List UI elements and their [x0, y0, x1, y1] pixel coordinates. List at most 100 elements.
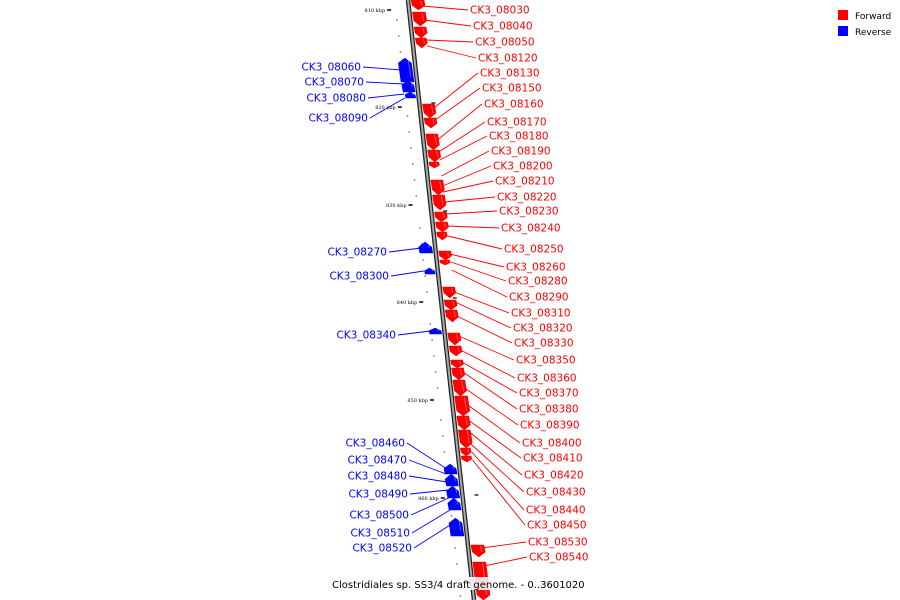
forward-gene-feature[interactable]	[414, 37, 428, 49]
leader-line	[450, 261, 507, 282]
forward-gene-feature[interactable]	[410, 0, 426, 11]
reverse-gene-feature[interactable]	[404, 91, 417, 99]
forward-gene-feature[interactable]	[436, 231, 448, 241]
forward-gene-feature[interactable]	[432, 194, 447, 211]
gene-label[interactable]: CK3_08530	[528, 537, 588, 549]
reverse-gene-feature[interactable]	[418, 241, 434, 254]
gene-label[interactable]: CK3_08260	[506, 262, 566, 274]
forward-gene-feature[interactable]	[423, 117, 438, 129]
forward-gene-feature[interactable]	[443, 299, 458, 311]
gene-label[interactable]: CK3_08250	[504, 244, 564, 256]
reverse-gene-feature[interactable]	[448, 517, 465, 537]
gene-label[interactable]: CK3_08390	[520, 420, 580, 432]
gene-label[interactable]: CK3_08160	[484, 99, 544, 111]
gene-label[interactable]: CK3_08510	[350, 528, 410, 540]
gene-label[interactable]: CK3_08320	[513, 323, 573, 335]
gene-label[interactable]: CK3_08170	[487, 117, 547, 129]
forward-gene-feature[interactable]	[427, 149, 442, 163]
forward-gene-feature[interactable]	[439, 259, 451, 266]
leader-line	[441, 150, 490, 177]
forward-gene-feature[interactable]	[454, 395, 471, 417]
gene-label[interactable]: CK3_08030	[470, 5, 530, 17]
leader-line	[472, 459, 526, 526]
forward-gene-feature[interactable]	[450, 359, 464, 369]
gene-label[interactable]: CK3_08090	[308, 113, 368, 125]
gene-label[interactable]: CK3_08360	[517, 373, 577, 385]
reverse-gene-feature[interactable]	[447, 497, 462, 511]
gene-label[interactable]: CK3_08150	[482, 83, 542, 95]
gene-highlight	[437, 328, 440, 332]
gene-label[interactable]: CK3_08240	[501, 223, 561, 235]
gene-label[interactable]: CK3_08490	[348, 489, 408, 501]
gene-highlight	[463, 396, 468, 412]
forward-gene-feature[interactable]	[458, 429, 473, 449]
gene-label[interactable]: CK3_08440	[526, 505, 586, 517]
gene-label[interactable]: CK3_08310	[511, 308, 571, 320]
gene-label[interactable]: CK3_08470	[347, 455, 407, 467]
gene-label[interactable]: CK3_08400	[522, 438, 582, 450]
gene-label[interactable]: CK3_08050	[475, 37, 535, 49]
gene-label[interactable]: CK3_08120	[478, 53, 538, 65]
gene-label[interactable]: CK3_08210	[495, 176, 555, 188]
forward-gene-feature[interactable]	[425, 133, 440, 151]
gene-label[interactable]: CK3_08330	[514, 338, 574, 350]
gene-label[interactable]: CK3_08080	[306, 93, 366, 105]
legend-swatch-forward	[838, 10, 848, 20]
gene-label[interactable]: CK3_08420	[524, 470, 584, 482]
forward-gene-feature[interactable]	[422, 103, 437, 119]
forward-gene-feature[interactable]	[442, 286, 457, 299]
leader-line	[467, 419, 522, 459]
gene-label[interactable]: CK3_08280	[508, 276, 568, 288]
forward-gene-feature[interactable]	[438, 250, 452, 261]
gene-label[interactable]: CK3_08190	[491, 146, 551, 158]
forward-gene-feature[interactable]	[428, 161, 440, 169]
leader-line	[455, 301, 512, 329]
forward-gene-feature[interactable]	[470, 544, 486, 558]
gene-label[interactable]: CK3_08230	[499, 206, 559, 218]
reverse-gene-feature[interactable]	[424, 267, 436, 275]
gene-label[interactable]: CK3_08340	[336, 330, 396, 342]
forward-gene-feature[interactable]	[430, 179, 445, 196]
gene-label[interactable]: CK3_08060	[301, 62, 361, 74]
forward-gene-feature[interactable]	[412, 11, 428, 27]
gene-highlight	[452, 300, 455, 306]
gene-label[interactable]: CK3_08200	[493, 161, 553, 173]
leader-line	[434, 87, 481, 121]
gene-label[interactable]: CK3_08460	[345, 438, 405, 450]
reverse-gene-feature[interactable]	[444, 473, 459, 487]
gene-label[interactable]: CK3_08480	[347, 471, 407, 483]
gene-label[interactable]: CK3_08370	[519, 388, 579, 400]
reverse-gene-feature[interactable]	[446, 485, 461, 499]
gene-label[interactable]: CK3_08520	[352, 543, 412, 555]
forward-gene-feature[interactable]	[413, 26, 428, 39]
gene-label[interactable]: CK3_08450	[527, 520, 587, 532]
gene-label[interactable]: CK3_08540	[529, 552, 589, 564]
gene-label[interactable]: CK3_08500	[349, 510, 409, 522]
forward-gene-feature[interactable]	[460, 447, 472, 457]
forward-gene-feature[interactable]	[460, 455, 473, 463]
forward-gene-feature[interactable]	[444, 309, 459, 323]
gene-label[interactable]: CK3_08290	[509, 292, 569, 304]
forward-gene-feature[interactable]	[435, 221, 449, 233]
reverse-gene-feature[interactable]	[443, 463, 458, 475]
forward-gene-feature[interactable]	[448, 345, 463, 357]
reverse-gene-feature[interactable]	[428, 327, 442, 335]
gene-label[interactable]: CK3_08040	[473, 21, 533, 33]
gene-label[interactable]: CK3_08430	[526, 487, 586, 499]
gene-label[interactable]: CK3_08180	[489, 131, 549, 143]
gene-highlight	[459, 360, 461, 365]
forward-gene-feature[interactable]	[434, 211, 448, 223]
gene-label[interactable]: CK3_08300	[329, 271, 389, 283]
gene-label[interactable]: CK3_08070	[304, 77, 364, 89]
gene-label[interactable]: CK3_08270	[327, 247, 387, 259]
forward-gene-feature[interactable]	[447, 332, 462, 346]
leader-line	[426, 39, 474, 43]
gene-label[interactable]: CK3_08410	[523, 453, 583, 465]
gene-label[interactable]: CK3_08130	[480, 68, 540, 80]
forward-gene-feature[interactable]	[456, 415, 471, 431]
gene-label[interactable]: CK3_08380	[519, 404, 579, 416]
gene-label[interactable]: CK3_08220	[497, 192, 557, 204]
gene-label[interactable]: CK3_08350	[516, 355, 576, 367]
forward-gene-feature[interactable]	[452, 379, 467, 397]
forward-gene-feature[interactable]	[451, 367, 466, 381]
